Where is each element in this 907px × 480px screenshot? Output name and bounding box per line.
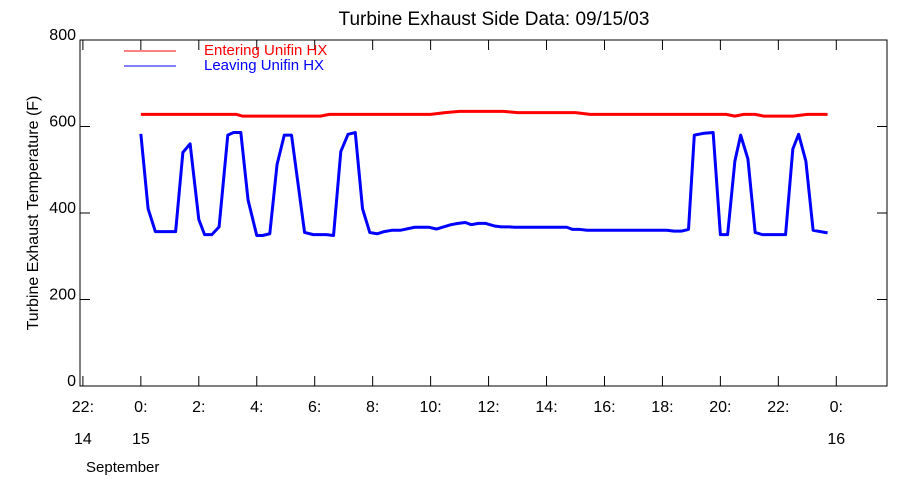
- x-tick-label: 0:: [830, 399, 843, 416]
- y-axis-label: Turbine Exhaust Temperature (F): [25, 96, 42, 331]
- x-tick-label: 14:: [535, 399, 557, 416]
- y-tick-label: 400: [49, 200, 76, 217]
- chart-title: Turbine Exhaust Side Data: 09/15/03: [339, 9, 650, 30]
- x-tick-label: 22:: [767, 399, 789, 416]
- legend-label: Leaving Unifin HX: [204, 57, 324, 74]
- x-tick-label: 22:: [72, 399, 94, 416]
- x-tick-label: 4:: [250, 399, 263, 416]
- x-tick-label: 12:: [477, 399, 499, 416]
- data-line: [139, 131, 828, 237]
- plot-frame: [79, 39, 888, 387]
- x-month-label: September: [86, 459, 159, 476]
- x-date-label: 15: [132, 431, 150, 448]
- data-line: [140, 109, 828, 118]
- legend-label: Entering Unifin HX: [204, 42, 327, 59]
- y-tick-label: 800: [49, 27, 76, 44]
- x-date-label: 14: [74, 431, 92, 448]
- x-tick-label: 16:: [593, 399, 615, 416]
- x-date-label: 16: [827, 431, 845, 448]
- y-tick-label: 600: [49, 114, 76, 131]
- x-tick-label: 10:: [419, 399, 441, 416]
- x-tick-label: 2:: [192, 399, 205, 416]
- x-tick-label: 8:: [366, 399, 379, 416]
- x-tick-label: 6:: [308, 399, 321, 416]
- y-tick-label: 200: [49, 287, 76, 304]
- x-tick-label: 18:: [651, 399, 673, 416]
- x-tick-label: 0:: [134, 399, 147, 416]
- y-tick-label: 0: [67, 373, 76, 390]
- x-tick-label: 20:: [709, 399, 731, 416]
